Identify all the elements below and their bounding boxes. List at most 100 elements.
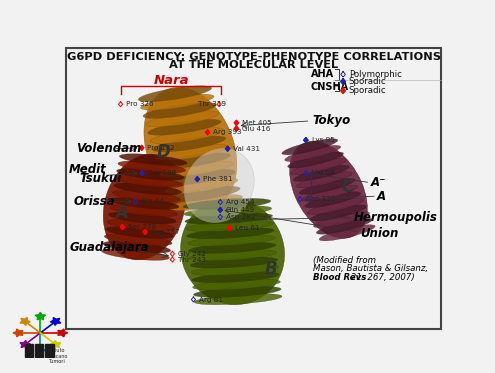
Ellipse shape: [288, 152, 344, 168]
Text: Pro 326: Pro 326: [126, 101, 154, 107]
Text: A⁻: A⁻: [371, 176, 386, 189]
Text: Arg 81: Arg 81: [199, 297, 223, 303]
Ellipse shape: [110, 205, 178, 217]
Text: Met 405: Met 405: [242, 120, 272, 126]
Text: Val 431: Val 431: [233, 146, 260, 152]
Ellipse shape: [193, 279, 280, 290]
Text: Thr 243: Thr 243: [178, 257, 206, 263]
Text: Asn 126: Asn 126: [306, 196, 335, 202]
Text: Arg 387: Arg 387: [151, 229, 180, 235]
Polygon shape: [140, 145, 144, 150]
Text: C: C: [342, 178, 354, 196]
Polygon shape: [50, 317, 61, 325]
Ellipse shape: [138, 86, 212, 102]
Text: Lys 95: Lys 95: [312, 137, 335, 143]
Text: Volendam: Volendam: [76, 142, 142, 155]
Ellipse shape: [107, 219, 175, 231]
Bar: [25, 344, 33, 357]
Text: G6PD DEFICIENCY: GENOTYPE-PHENOTYPE CORRELATIONS: G6PD DEFICIENCY: GENOTYPE-PHENOTYPE CORR…: [67, 52, 441, 62]
Ellipse shape: [148, 119, 221, 135]
Polygon shape: [218, 207, 222, 213]
Ellipse shape: [319, 225, 375, 241]
Ellipse shape: [184, 148, 254, 223]
Text: D: D: [156, 144, 170, 162]
Polygon shape: [50, 341, 61, 348]
Ellipse shape: [186, 220, 273, 232]
Ellipse shape: [117, 168, 185, 180]
Ellipse shape: [169, 195, 243, 210]
Ellipse shape: [190, 257, 278, 268]
Ellipse shape: [146, 111, 219, 127]
Text: Ala 44: Ala 44: [141, 198, 164, 204]
Text: Mason, Bautista & Gilsanz,: Mason, Bautista & Gilsanz,: [313, 264, 428, 273]
Ellipse shape: [191, 264, 279, 275]
Ellipse shape: [181, 198, 285, 305]
Ellipse shape: [296, 172, 352, 188]
Ellipse shape: [103, 154, 186, 260]
Ellipse shape: [112, 190, 180, 202]
Text: Medit: Medit: [69, 163, 106, 176]
Ellipse shape: [150, 128, 224, 144]
Ellipse shape: [164, 178, 238, 194]
Text: Tokyo: Tokyo: [312, 113, 350, 126]
Text: Thr 319: Thr 319: [198, 101, 226, 107]
Ellipse shape: [167, 186, 240, 202]
Text: Asp 282: Asp 282: [226, 214, 255, 220]
Ellipse shape: [316, 218, 372, 234]
Text: Gly 242: Gly 242: [178, 251, 206, 257]
Ellipse shape: [195, 294, 282, 305]
Text: Union: Union: [360, 227, 398, 240]
Text: Ser 278: Ser 278: [128, 224, 156, 230]
Text: Leu 61: Leu 61: [235, 225, 260, 231]
Ellipse shape: [188, 235, 275, 246]
Ellipse shape: [152, 136, 226, 152]
Ellipse shape: [119, 154, 187, 166]
Text: Gln 449: Gln 449: [226, 207, 254, 213]
Ellipse shape: [185, 213, 273, 224]
Text: AHA: AHA: [310, 69, 334, 79]
Text: Blood Revs: Blood Revs: [313, 273, 366, 282]
Polygon shape: [35, 346, 46, 354]
Polygon shape: [341, 79, 346, 84]
Text: Tsukui: Tsukui: [80, 172, 122, 185]
Ellipse shape: [282, 139, 338, 155]
Ellipse shape: [111, 197, 179, 209]
Polygon shape: [35, 312, 46, 320]
Text: B: B: [265, 260, 277, 278]
Polygon shape: [227, 225, 232, 231]
Text: CNSHA: CNSHA: [310, 82, 348, 92]
Polygon shape: [205, 130, 210, 135]
Text: Sporadic: Sporadic: [349, 86, 387, 95]
Ellipse shape: [183, 198, 271, 210]
Ellipse shape: [104, 234, 172, 246]
Ellipse shape: [188, 242, 276, 253]
Polygon shape: [120, 225, 125, 230]
Polygon shape: [140, 170, 144, 176]
Text: Ser 188: Ser 188: [148, 170, 176, 176]
Text: Glu 416: Glu 416: [242, 126, 271, 132]
Text: Orissa: Orissa: [73, 195, 115, 208]
Polygon shape: [195, 177, 199, 182]
Polygon shape: [304, 138, 308, 142]
Ellipse shape: [114, 183, 182, 195]
Ellipse shape: [291, 159, 346, 175]
Text: Val 68: Val 68: [312, 170, 334, 176]
Polygon shape: [20, 317, 30, 325]
Ellipse shape: [187, 228, 274, 239]
Polygon shape: [58, 329, 68, 337]
Polygon shape: [234, 120, 239, 125]
Text: Phe 381: Phe 381: [203, 176, 233, 182]
Text: Nara: Nara: [153, 74, 189, 87]
Text: Guadalajara: Guadalajara: [69, 241, 149, 254]
Ellipse shape: [194, 286, 281, 297]
Text: Arg 454: Arg 454: [226, 199, 255, 205]
Ellipse shape: [162, 169, 236, 185]
Text: A: A: [115, 204, 128, 222]
Ellipse shape: [294, 165, 349, 181]
Ellipse shape: [101, 248, 169, 260]
Ellipse shape: [103, 241, 171, 253]
Text: 21: 267, 2007): 21: 267, 2007): [348, 273, 415, 282]
Ellipse shape: [141, 94, 214, 110]
Ellipse shape: [302, 185, 358, 201]
Ellipse shape: [305, 192, 361, 208]
